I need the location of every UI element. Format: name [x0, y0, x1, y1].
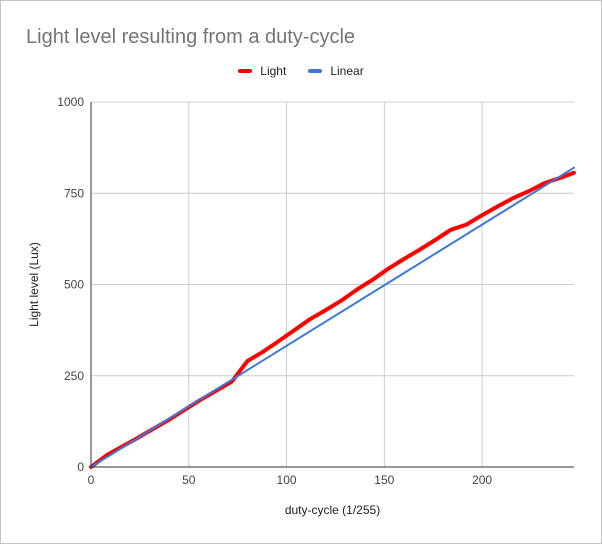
y-axis-title: Light level (Lux) [27, 242, 41, 327]
chart-axes: 0 250 500 750 1000 0 50 100 150 200 [57, 95, 574, 487]
legend-label-linear: Linear [330, 64, 364, 78]
x-tick-label: 50 [182, 473, 196, 487]
legend-item-light[interactable]: Light [238, 64, 286, 78]
chart-grid [91, 101, 574, 467]
y-tick-label: 750 [64, 186, 84, 200]
x-tick-label: 200 [472, 473, 492, 487]
y-tick-label: 1000 [57, 95, 84, 109]
legend-item-linear[interactable]: Linear [308, 64, 364, 78]
chart-series [89, 166, 576, 469]
series-line-light[interactable] [89, 170, 576, 469]
legend-swatch-linear [308, 69, 323, 73]
y-tick-label: 500 [64, 278, 84, 292]
legend-swatch-light [238, 69, 253, 73]
x-axis-title: duty-cycle (1/255) [285, 503, 380, 517]
legend-label-light: Light [260, 64, 287, 78]
chart-legend: Light Linear [0, 64, 602, 78]
x-tick-label: 0 [88, 473, 95, 487]
x-tick-label: 100 [277, 473, 297, 487]
chart-title: Light level resulting from a duty-cycle [26, 26, 356, 48]
y-tick-label: 250 [64, 369, 84, 383]
y-tick-label: 0 [77, 460, 84, 474]
x-tick-label: 150 [374, 473, 394, 487]
series-line-linear[interactable] [90, 166, 575, 468]
